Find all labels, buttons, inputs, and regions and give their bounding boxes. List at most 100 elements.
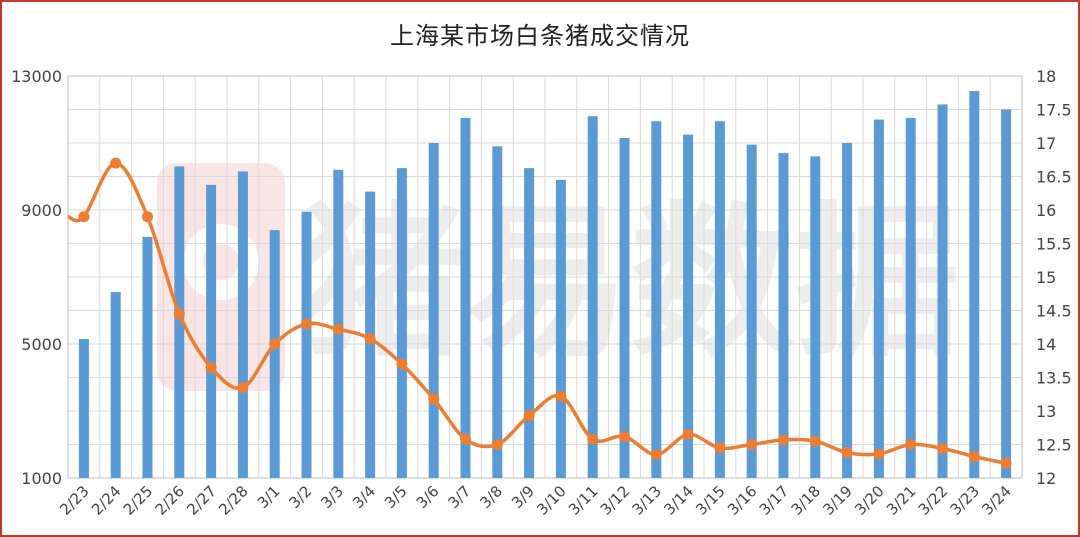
x-tick-label: 3/17 xyxy=(756,482,793,519)
bar-3/13 xyxy=(651,121,662,478)
x-tick-label: 3/20 xyxy=(851,482,888,519)
bar-2/27 xyxy=(206,184,217,478)
line-point-3/7 xyxy=(460,433,471,445)
bar-3/15 xyxy=(714,121,725,478)
x-tick-label: 3/18 xyxy=(788,482,825,519)
y-right-tick-label: 13 xyxy=(1036,402,1056,421)
line-point-3/10 xyxy=(555,390,567,402)
bar-3/21 xyxy=(905,117,916,478)
line-point-3/3 xyxy=(332,323,344,335)
x-tick-label: 3/13 xyxy=(629,482,666,519)
line-point-2/24 xyxy=(110,157,122,169)
x-tick-label: 3/19 xyxy=(819,482,856,519)
line-point-3/2 xyxy=(301,318,312,330)
line-point-3/11 xyxy=(587,433,599,445)
x-tick-label: 3/8 xyxy=(476,482,506,512)
line-point-3/1 xyxy=(269,338,281,350)
line-series xyxy=(67,157,1012,469)
y-left-tick-label: 5000 xyxy=(21,335,62,354)
bar-3/8 xyxy=(492,146,503,478)
bar-3/17 xyxy=(778,153,789,479)
bar-3/2 xyxy=(301,211,312,479)
bar-2/23 xyxy=(78,338,89,478)
bar-2/28 xyxy=(237,171,248,478)
bar-2/24 xyxy=(110,292,121,478)
gridlines xyxy=(67,75,1023,479)
x-tick-label: 3/6 xyxy=(413,482,443,512)
line-point-3/15 xyxy=(714,442,726,454)
x-tick-label: 3/7 xyxy=(445,482,475,512)
bar-3/9 xyxy=(524,168,535,478)
bar-3/22 xyxy=(937,104,948,478)
x-tick-label: 3/16 xyxy=(724,482,761,519)
x-tick-label: 3/4 xyxy=(349,482,379,512)
y-right-tick-label: 13.5 xyxy=(1036,369,1072,388)
x-tick-label: 3/21 xyxy=(883,482,920,519)
x-tick-label: 3/5 xyxy=(381,482,411,512)
x-tick-label: 3/24 xyxy=(978,482,1015,519)
y-right-tick-label: 17.5 xyxy=(1036,101,1072,120)
x-tick-label: 2/27 xyxy=(183,482,220,519)
y-right-tick-label: 12 xyxy=(1036,469,1056,488)
y-right-tick-label: 15.5 xyxy=(1036,235,1072,254)
y-right-tick-label: 12.5 xyxy=(1036,436,1072,455)
line-point-2/25 xyxy=(142,211,153,223)
x-tick-label: 3/15 xyxy=(692,482,729,519)
y-right-tick-label: 16.5 xyxy=(1036,168,1072,187)
line-point-3/17 xyxy=(778,434,789,446)
bar-3/12 xyxy=(619,137,630,478)
bar-3/14 xyxy=(683,134,694,478)
y-right-tick-label: 17 xyxy=(1036,134,1056,153)
bar-3/24 xyxy=(1001,109,1012,478)
y-right-tick-label: 14 xyxy=(1036,335,1056,354)
bar-3/11 xyxy=(587,116,598,478)
y-right-tick-label: 15 xyxy=(1036,268,1056,287)
bar-2/26 xyxy=(174,166,185,478)
line-point-2/23 xyxy=(78,211,90,223)
line-point-3/14 xyxy=(682,428,694,440)
x-tick-label: 3/1 xyxy=(254,482,284,512)
line-point-3/24 xyxy=(1000,457,1012,469)
line-point-3/12 xyxy=(619,430,630,442)
x-tick-label: 2/24 xyxy=(88,482,125,519)
line-point-3/8 xyxy=(491,439,503,450)
line-point-2/28 xyxy=(237,382,249,394)
bar-2/25 xyxy=(142,236,153,478)
line-point-3/19 xyxy=(841,447,853,459)
line-point-3/9 xyxy=(523,410,535,422)
bar-3/10 xyxy=(555,179,566,478)
x-tick-label: 3/3 xyxy=(317,482,347,512)
bar-3/23 xyxy=(969,91,980,478)
x-tick-label: 3/2 xyxy=(286,482,316,512)
bar-3/5 xyxy=(396,168,407,478)
line-point-3/23 xyxy=(968,451,980,463)
bar-3/7 xyxy=(460,117,471,478)
y-left-tick-label: 9000 xyxy=(21,201,62,220)
line-point-2/27 xyxy=(205,361,217,373)
line-point-3/5 xyxy=(396,358,408,370)
y-right-tick-label: 14.5 xyxy=(1036,302,1072,321)
x-tick-label: 3/10 xyxy=(533,482,570,519)
x-tick-label: 2/28 xyxy=(215,482,252,519)
line-point-3/16 xyxy=(746,439,758,450)
y-left-tick-label: 13000 xyxy=(11,67,62,86)
y-left-tick-label: 1000 xyxy=(21,469,62,488)
bar-3/20 xyxy=(873,119,884,479)
x-tick-label: 3/14 xyxy=(660,482,697,519)
line-point-3/18 xyxy=(809,435,821,447)
bar-3/19 xyxy=(842,143,853,478)
chart-title: 上海某市场白条猪成交情况 xyxy=(390,22,690,50)
x-tick-label: 3/23 xyxy=(947,482,984,519)
line-point-3/20 xyxy=(873,448,885,460)
line-point-2/26 xyxy=(173,308,185,320)
bar-3/18 xyxy=(810,156,821,478)
x-tick-label: 3/22 xyxy=(915,482,952,519)
bar-3/16 xyxy=(746,144,757,479)
x-tick-label: 3/12 xyxy=(597,482,634,519)
line-point-3/4 xyxy=(364,333,376,345)
bar-3/6 xyxy=(428,143,439,478)
y-right-tick-label: 16 xyxy=(1036,201,1056,220)
line-point-3/21 xyxy=(905,439,917,450)
